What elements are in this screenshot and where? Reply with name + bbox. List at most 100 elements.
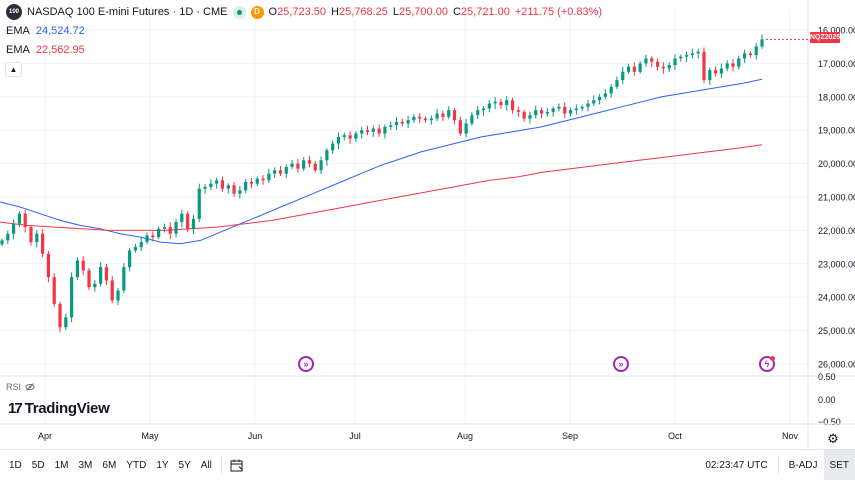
chart-area[interactable]: 26,000.00 25,000.00 24,000.00 23,000.00 22,0… [0,0,855,449]
candle-body [539,110,544,114]
delayed-data-badge[interactable]: D [250,5,264,19]
candle-body [545,111,549,114]
candle-body [168,227,172,234]
rsi-tick-label: 0.00 [818,395,836,405]
candle-body [644,58,648,64]
chart-background [0,0,855,449]
y-tick-label: 22,000.00 [818,226,855,236]
candle-body [104,267,109,281]
candle-body [255,178,259,184]
candle-body [510,100,515,111]
x-tick-label: Nov [782,431,799,441]
candle-body [592,100,596,104]
candle-body [418,116,422,119]
candle-body [46,253,51,278]
dividend-event-icon[interactable]: » [613,356,629,372]
y-tick-label: 24,000.00 [818,293,855,303]
candle-body [626,66,631,72]
candle-body [336,136,341,144]
session-button[interactable]: SET [823,450,855,480]
candle-body [458,120,462,134]
candle-body [476,110,480,116]
ema-fast-legend[interactable]: EMA 24,524.72 [6,25,85,37]
candle-body [522,111,526,119]
ema-lines [0,78,763,245]
candle-body [87,270,91,288]
candle-body [41,233,45,254]
collapse-legend-button[interactable]: ▲ [5,62,22,77]
event-alert-dot [770,356,775,361]
candle-body [75,260,80,278]
bottom-toolbar: 1D 5D 1M 3M 6M YTD 1Y 5Y All 02:23:47 UT… [0,449,855,480]
candle-body [452,110,457,121]
adjustment-button[interactable]: B-ADJ [788,459,818,471]
calendar-goto-icon[interactable] [230,458,244,472]
candle-body [464,123,468,134]
range-ytd-button[interactable]: YTD [126,459,147,471]
symbol-logo-icon: 100 [6,4,22,20]
range-1m-button[interactable]: 1M [54,459,69,471]
rsi-legend[interactable]: RSI [6,382,35,392]
y-tick-label: 20,000.00 [818,159,855,169]
range-1d-button[interactable]: 1D [9,459,22,471]
range-5d-button[interactable]: 5D [31,459,45,471]
dividend-event-icon[interactable]: » [298,356,314,372]
candle-body [696,51,700,54]
candle-body [157,228,161,238]
candle-body [661,66,665,69]
ema-slow-legend[interactable]: EMA 22,562.95 [6,44,85,56]
candle-body [638,63,642,72]
candle-body [180,213,184,223]
candle-body [360,130,364,134]
candle-body [580,106,584,109]
candle-body [6,233,10,241]
candle-body [93,283,97,288]
candle-body [603,93,607,97]
candle-body [400,121,404,124]
range-all-button[interactable]: All [200,459,212,471]
utc-clock[interactable]: 02:23:47 UTC [705,459,768,471]
candle-body [423,118,428,121]
x-tick-label: Jun [248,431,263,441]
y-tick-label: 25,000.00 [818,326,855,336]
candle-body [557,106,561,109]
y-tick-label: 19,000.00 [818,126,855,136]
candle-body [516,110,520,112]
candle-body [325,150,329,161]
symbol-row[interactable]: 100 NASDAQ 100 E-mini Futures · 1D · CME… [6,4,602,20]
candle-body [12,223,16,234]
candle-body [609,86,613,94]
candle-body [731,63,735,67]
candle-body [708,70,712,81]
candle-body [383,126,387,134]
candle-body [174,222,178,234]
range-1y-button[interactable]: 1Y [156,459,169,471]
candle-body [499,101,503,106]
candle-body [563,106,567,114]
candle-body [719,68,723,74]
candle-body [655,61,660,67]
candle-body [737,58,741,67]
settings-gear-icon[interactable]: ⚙ [827,431,839,446]
candle-body [348,135,352,139]
candle-body [412,116,416,121]
candle-body [122,267,126,291]
candle-body [232,185,236,194]
x-tick-label: Oct [668,431,683,441]
range-3m-button[interactable]: 3M [78,459,93,471]
candle-body [249,181,254,184]
candle-body [215,180,219,184]
range-5y-button[interactable]: 5Y [178,459,191,471]
y-tick-label: 18,000.00 [818,92,855,102]
candle-body [487,103,491,109]
chart-grid [0,0,855,449]
eye-crossed-icon[interactable] [25,382,35,392]
tradingview-logo[interactable]: 17 TradingView [8,400,110,417]
candle-body [203,186,207,189]
candle-body [690,53,694,56]
range-6m-button[interactable]: 6M [102,459,117,471]
candle-body [667,65,671,69]
last-price-symbol-tag: NQZ2025 [809,32,841,43]
candle-body [754,46,758,56]
symbol-title[interactable]: NASDAQ 100 E-mini Futures · 1D · CME [27,6,228,18]
